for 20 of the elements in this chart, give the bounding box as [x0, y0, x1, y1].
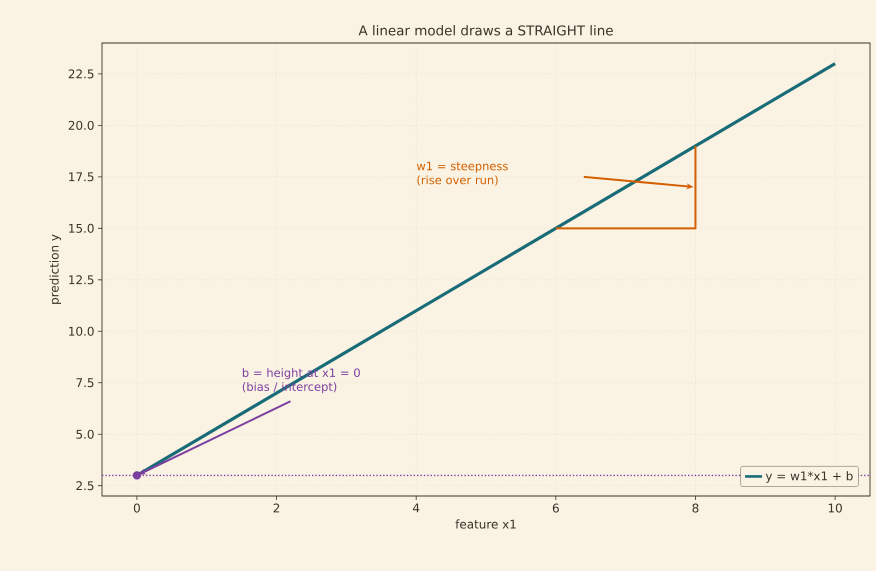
- x-axis-title: feature x1: [455, 519, 516, 529]
- x-tick-label: 4: [412, 504, 420, 512]
- y-tick-label: 12.5: [69, 275, 94, 284]
- x-tick-label: 10: [828, 504, 842, 513]
- y-tick-label: 15.0: [69, 224, 94, 233]
- y-tick-label: 5.0: [76, 430, 94, 439]
- y-tick-label: 22.5: [68, 69, 94, 78]
- y-tick-label: 10.0: [69, 326, 94, 336]
- chart-title: A linear model draws a STRAIGHT line: [358, 25, 613, 36]
- annotation: w1 = steepness (rise over run): [416, 162, 508, 186]
- y-tick-label: 20.0: [68, 120, 94, 130]
- x-tick-label: 2: [274, 504, 280, 512]
- y-tick-label: 17.5: [69, 172, 94, 182]
- y-tick-label: 7.5: [76, 378, 94, 388]
- x-tick-label: 6: [552, 504, 559, 513]
- x-tick-label: 0: [134, 504, 140, 513]
- y-axis-title: prediction y: [49, 234, 62, 304]
- x-tick-label: 8: [692, 504, 698, 513]
- legend-label: y = w1*x1 + b: [766, 471, 853, 483]
- y-tick-label: 2.5: [76, 481, 94, 490]
